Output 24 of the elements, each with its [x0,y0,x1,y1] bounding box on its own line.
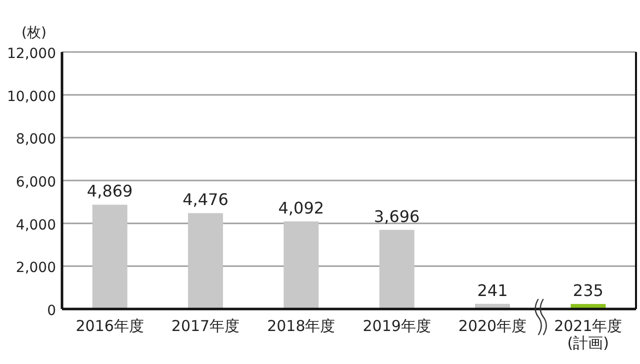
bar [92,204,128,309]
x-tick-label: 2021年度 (計画) [554,317,622,352]
y-tick-label: 12,000 [7,46,56,62]
x-tick-label: 2017年度 [171,317,240,335]
x-tick-label: 2020年度 [458,317,527,335]
y-axis-title: (枚) [22,25,46,41]
bar [379,230,414,309]
x-tick-label: 2019年度 [362,317,431,335]
data-label: 3,696 [374,206,420,226]
data-label: 4,869 [86,182,133,201]
data-label: 4,476 [182,190,228,210]
y-tick-label: 10,000 [7,88,56,105]
y-tick-label: 0 [47,303,56,319]
data-label: 4,092 [278,198,324,218]
data-label: 235 [572,280,604,300]
x-tick-label: 2016年度 [76,317,144,335]
bar [188,213,223,309]
data-label: 241 [477,280,508,300]
y-tick-label: 2,000 [16,260,56,276]
y-tick-label: 6,000 [16,174,56,190]
x-tick-label: 2018年度 [267,317,336,335]
bar [284,221,319,309]
y-tick-label: 4,000 [16,217,56,234]
y-tick-label: 8,000 [16,132,56,148]
